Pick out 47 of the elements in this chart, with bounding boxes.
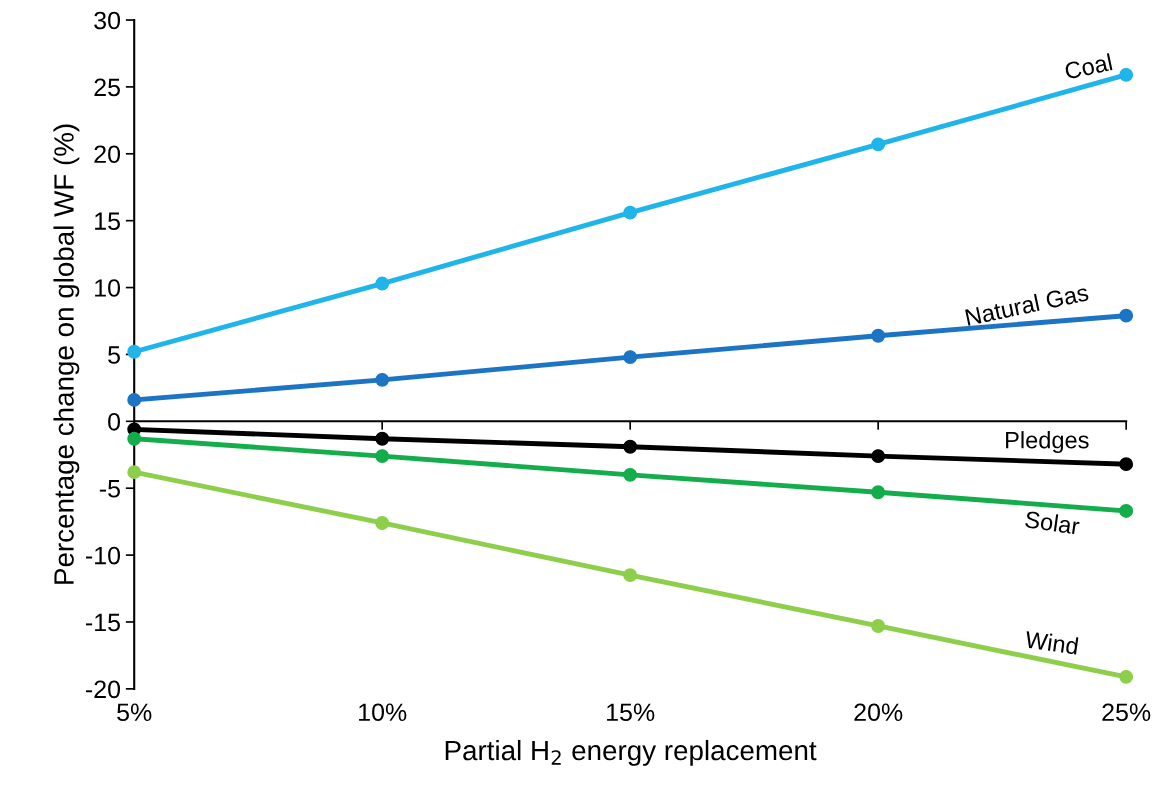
text: Coal bbox=[1064, 53, 1113, 80]
point bbox=[375, 372, 390, 387]
point bbox=[375, 431, 390, 446]
point bbox=[623, 467, 638, 482]
y-tick-label: -10 bbox=[85, 546, 121, 565]
point bbox=[871, 485, 886, 500]
y-tick-label: 20 bbox=[94, 145, 121, 164]
point bbox=[375, 449, 390, 464]
text: Solar bbox=[1024, 510, 1081, 535]
y-tick-label: 0 bbox=[108, 412, 121, 431]
point bbox=[375, 516, 390, 530]
y-tick-label: 15 bbox=[95, 212, 120, 230]
point bbox=[127, 465, 142, 480]
text: Natural Gas bbox=[964, 283, 1090, 326]
y-tick-label: 30 bbox=[94, 11, 121, 30]
x-tick-label: 5% bbox=[117, 703, 152, 722]
x-tick-label: 20% bbox=[854, 703, 903, 722]
point bbox=[871, 137, 886, 152]
text: Wind bbox=[1024, 630, 1079, 655]
y-tick-label: -15 bbox=[85, 613, 120, 632]
point bbox=[1119, 504, 1134, 518]
x-tick-label: 15% bbox=[607, 703, 655, 722]
point bbox=[623, 568, 638, 583]
y-tick-label: 5 bbox=[108, 346, 120, 364]
point bbox=[623, 205, 638, 220]
point bbox=[375, 276, 390, 291]
y-axis-title: Percentage change on global WF (%) bbox=[53, 124, 80, 584]
x-tick-label: 10% bbox=[359, 703, 407, 722]
point bbox=[1119, 67, 1134, 82]
y-tick-label: -20 bbox=[85, 680, 121, 699]
point bbox=[871, 619, 886, 633]
point bbox=[623, 350, 638, 365]
y-tick-label: -5 bbox=[99, 480, 120, 498]
point bbox=[871, 449, 886, 464]
series-label: Pledges bbox=[1006, 431, 1089, 454]
point bbox=[1119, 457, 1134, 472]
point bbox=[623, 439, 638, 454]
x-tick-label: 25% bbox=[1102, 703, 1151, 722]
point bbox=[127, 431, 142, 446]
y-tick-label: 10 bbox=[95, 279, 121, 297]
point bbox=[127, 392, 142, 407]
point bbox=[1119, 308, 1134, 323]
point bbox=[1119, 669, 1134, 684]
point bbox=[127, 344, 142, 359]
x-axis-title: Partial H$_{2}$ energy replacement bbox=[445, 739, 817, 766]
y-tick-label: 25 bbox=[94, 78, 120, 97]
point bbox=[871, 328, 886, 343]
